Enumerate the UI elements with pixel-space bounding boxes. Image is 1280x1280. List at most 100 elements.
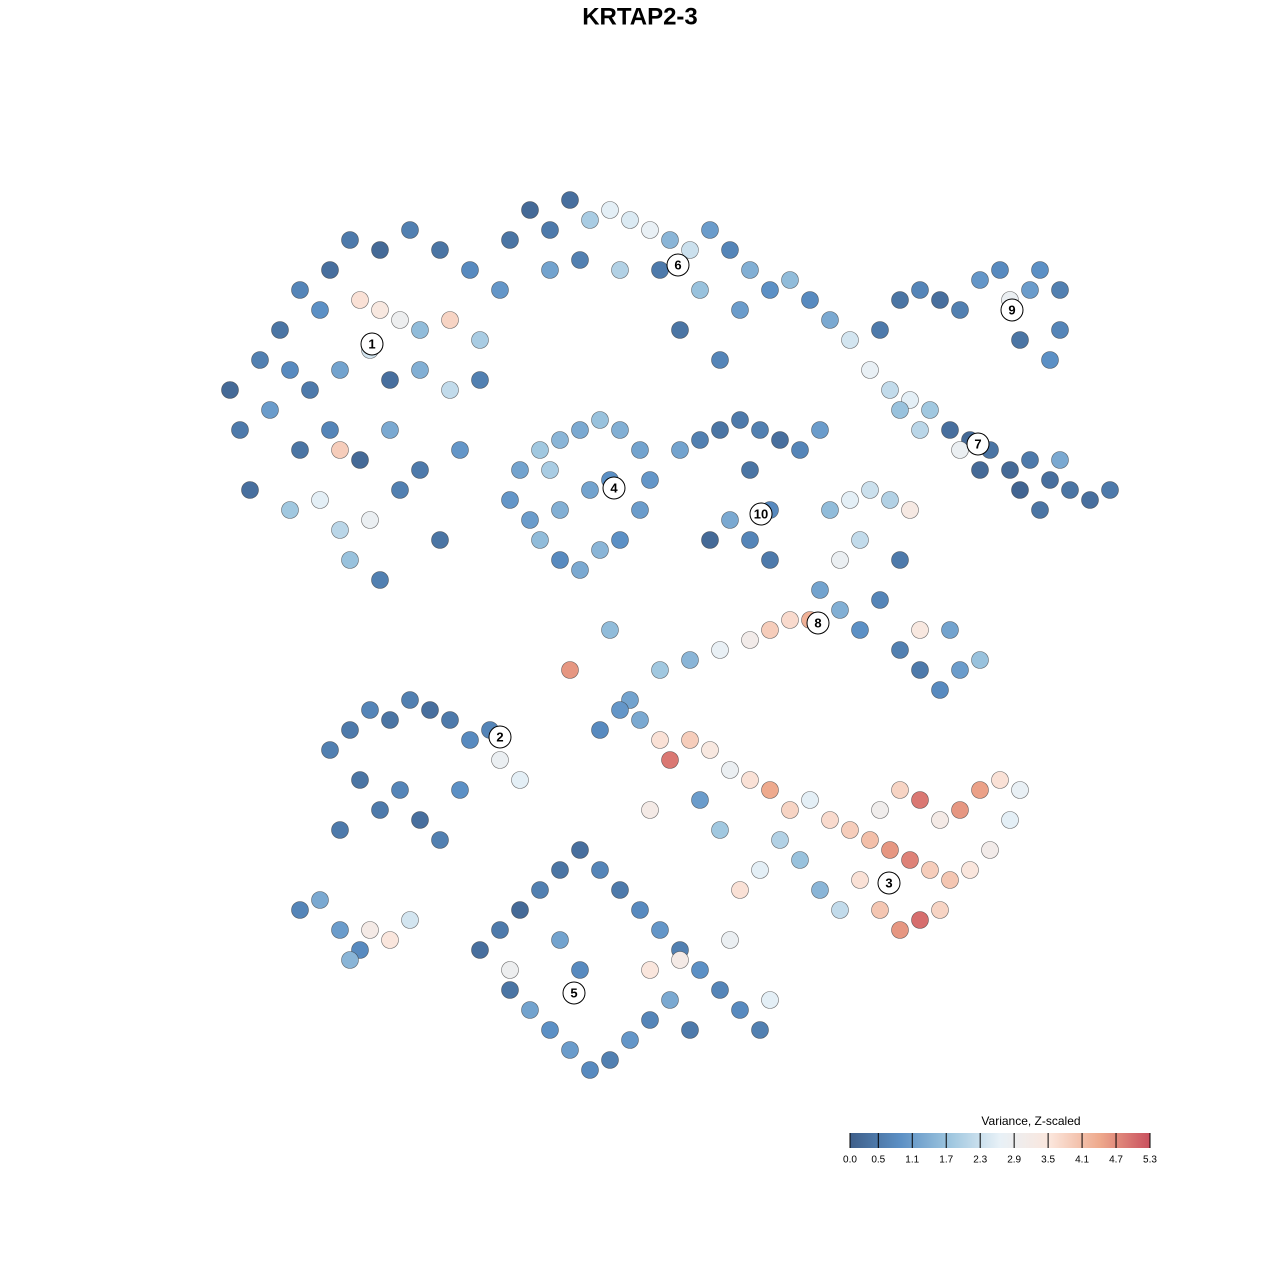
point — [361, 921, 379, 939]
point — [901, 851, 919, 869]
point — [1021, 451, 1039, 469]
point — [461, 731, 479, 749]
cluster-label: 1 — [368, 336, 375, 351]
point — [271, 321, 289, 339]
point — [831, 901, 849, 919]
cluster-label: 4 — [610, 480, 618, 495]
colorbar-tick-label: 2.9 — [1007, 1155, 1021, 1166]
point — [431, 831, 449, 849]
point — [431, 241, 449, 259]
point — [551, 861, 569, 879]
point — [441, 311, 459, 329]
point — [681, 1021, 699, 1039]
point — [371, 571, 389, 589]
point — [681, 241, 699, 259]
point — [861, 481, 879, 499]
point — [731, 881, 749, 899]
point — [921, 401, 939, 419]
point — [511, 771, 529, 789]
point — [671, 951, 689, 969]
point — [401, 221, 419, 239]
point — [1031, 261, 1049, 279]
point — [981, 841, 999, 859]
point — [641, 801, 659, 819]
point — [451, 441, 469, 459]
point — [721, 511, 739, 529]
point — [861, 831, 879, 849]
point — [581, 1061, 599, 1079]
point — [701, 531, 719, 549]
point — [531, 531, 549, 549]
point — [331, 521, 349, 539]
point — [891, 781, 909, 799]
point — [761, 991, 779, 1009]
point — [801, 791, 819, 809]
point — [471, 371, 489, 389]
point — [321, 421, 339, 439]
point — [741, 531, 759, 549]
cluster-labels: 1 2 3 4 5 6 7 8 9 10 — [360, 253, 1024, 1005]
point — [381, 711, 399, 729]
point — [321, 261, 339, 279]
point — [631, 501, 649, 519]
cluster-label: 8 — [814, 615, 821, 630]
point — [971, 271, 989, 289]
point — [741, 771, 759, 789]
point — [971, 461, 989, 479]
point — [751, 861, 769, 879]
point — [691, 961, 709, 979]
point — [951, 301, 969, 319]
point — [691, 281, 709, 299]
point — [431, 531, 449, 549]
point — [351, 771, 369, 789]
cluster-label: 3 — [885, 875, 892, 890]
point — [591, 861, 609, 879]
point — [781, 271, 799, 289]
point — [831, 601, 849, 619]
point — [281, 361, 299, 379]
point — [901, 501, 919, 519]
point — [651, 661, 669, 679]
colorbar-gradient — [850, 1133, 1150, 1148]
point — [331, 361, 349, 379]
point — [941, 421, 959, 439]
point — [551, 551, 569, 569]
point — [991, 261, 1009, 279]
point — [1051, 451, 1069, 469]
point — [741, 631, 759, 649]
point — [641, 961, 659, 979]
point — [541, 1021, 559, 1039]
point — [711, 981, 729, 999]
point — [651, 921, 669, 939]
colorbar-tick-label: 1.7 — [939, 1155, 953, 1166]
point — [871, 901, 889, 919]
point — [511, 901, 529, 919]
point — [861, 361, 879, 379]
point — [951, 661, 969, 679]
point — [781, 801, 799, 819]
cluster-badge — [562, 981, 586, 1005]
point — [1031, 501, 1049, 519]
point — [931, 811, 949, 829]
colorbar-tick-label: 2.3 — [973, 1155, 987, 1166]
point — [671, 321, 689, 339]
point — [541, 261, 559, 279]
point — [831, 551, 849, 569]
point — [881, 381, 899, 399]
point — [581, 211, 599, 229]
point — [821, 311, 839, 329]
colorbar-tick-label: 4.1 — [1075, 1155, 1089, 1166]
point — [1001, 811, 1019, 829]
point — [941, 871, 959, 889]
point — [451, 781, 469, 799]
point — [601, 201, 619, 219]
cluster-badge — [1000, 298, 1024, 322]
point — [741, 261, 759, 279]
point — [721, 761, 739, 779]
point — [571, 421, 589, 439]
point — [881, 841, 899, 859]
point — [931, 291, 949, 309]
point — [491, 921, 509, 939]
point — [331, 921, 349, 939]
